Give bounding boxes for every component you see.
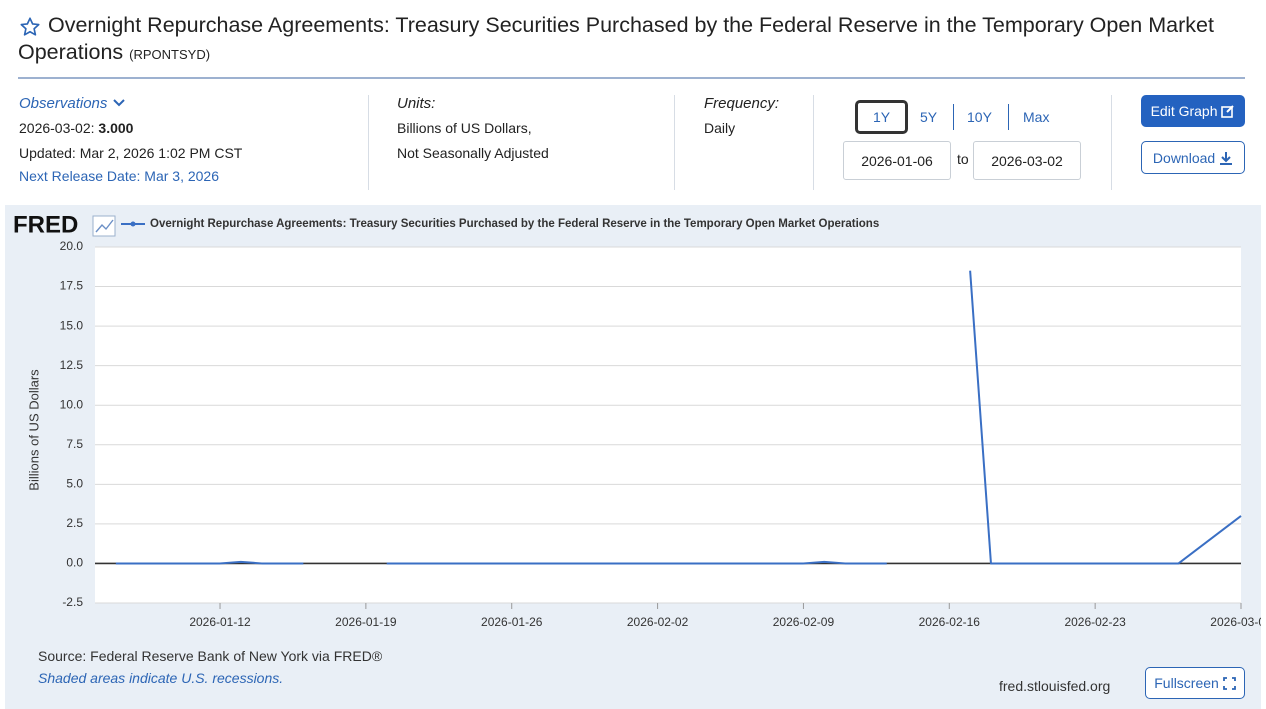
units-line: Not Seasonally Adjusted <box>397 145 549 161</box>
range-button[interactable]: Max <box>1023 109 1050 125</box>
legend-label: Overnight Repurchase Agreements: Treasur… <box>150 218 879 230</box>
chart: FRED Billions of US Dollars -2.5 0.0 2.5 5.… <box>5 205 1261 709</box>
observations-toggle[interactable]: Observations <box>19 95 126 112</box>
favorite-star[interactable] <box>19 16 41 38</box>
edit-graph-label: Edit Graph <box>1150 103 1218 119</box>
y-tick-label: 0.0 <box>66 556 83 570</box>
fullscreen-label: Fullscreen <box>1154 675 1219 691</box>
range-separator <box>1008 104 1009 130</box>
series-line <box>115 270 1242 565</box>
chevron <box>112 99 125 107</box>
series-title: Overnight Repurchase Agreements: Treasur… <box>18 13 1214 64</box>
x-tick-label: 2026-02-23 <box>1064 615 1126 629</box>
y-tick-label: 7.5 <box>66 437 83 451</box>
y-tick-label: 15.0 <box>60 318 84 332</box>
observation: 2026-03-02: 3.000 <box>19 120 133 136</box>
x-tick-label: 2026-01-12 <box>189 615 251 629</box>
fullscreen-button[interactable]: Fullscreen <box>1145 667 1245 699</box>
separator <box>1111 95 1112 190</box>
x-tick-label: 2026-02-16 <box>919 615 981 629</box>
next-release[interactable]: Next Release Date: Mar 3, 2026 <box>19 168 219 184</box>
range-button[interactable]: 1Y <box>855 100 908 134</box>
legend-marker <box>130 221 136 227</box>
download-icon <box>1220 151 1233 165</box>
separator <box>813 95 814 190</box>
frequency: Daily <box>704 120 736 136</box>
units-label: Units: <box>397 95 436 112</box>
end-date: 2026-03-02 <box>991 152 1063 169</box>
start-date: 2026-01-06 <box>861 152 933 169</box>
y-tick-label: 20.0 <box>60 239 84 253</box>
to-label: to <box>957 151 969 167</box>
edit-icon <box>1221 105 1235 118</box>
download-label: Download <box>1152 149 1216 166</box>
x-tick-label: 2026-03-02 <box>1210 615 1261 629</box>
x-tick-label: 2026-01-19 <box>335 615 397 629</box>
series-id: (RPONTSYD) <box>129 47 211 62</box>
x-tick-label: 2026-02-09 <box>773 615 835 629</box>
edit-graph-button[interactable]: Edit Graph <box>1141 95 1245 127</box>
y-tick-label: -2.5 <box>62 595 83 609</box>
y-tick-label: 2.5 <box>66 516 83 530</box>
header-rule <box>18 77 1245 79</box>
end-date-input[interactable]: 2026-03-02 <box>973 141 1081 180</box>
separator <box>674 95 675 190</box>
observation-value: 3.000 <box>98 120 134 136</box>
fullscreen-icon <box>1222 676 1236 690</box>
updated: Updated: Mar 2, 2026 1:02 PM CST <box>19 145 243 161</box>
range-label: 1Y <box>872 109 891 125</box>
y-tick-label: 12.5 <box>60 358 84 372</box>
recessions-note: Shaded areas indicate U.S. recessions. <box>38 670 284 686</box>
x-tick-label: 2026-02-02 <box>627 615 689 629</box>
range-button[interactable]: 10Y <box>967 109 992 125</box>
range-separator <box>953 104 954 130</box>
site: fred.stlouisfed.org <box>999 678 1111 694</box>
source: Source: Federal Reserve Bank of New York… <box>38 648 383 664</box>
y-axis-label: Billions of US Dollars <box>26 369 41 491</box>
plot-area <box>95 247 1241 603</box>
separator <box>368 95 369 190</box>
units-line: Billions of US Dollars, <box>397 120 532 136</box>
y-tick-label: 10.0 <box>60 397 84 411</box>
range-button[interactable]: 5Y <box>920 109 938 125</box>
y-tick-label: 17.5 <box>60 279 84 293</box>
fred-logo: FRED <box>13 211 78 238</box>
x-tick-label: 2026-01-26 <box>481 615 543 629</box>
y-tick-label: 5.0 <box>66 477 83 491</box>
download-button[interactable]: Download <box>1141 141 1245 174</box>
title: Overnight Repurchase Agreements: Treasur… <box>18 12 1218 68</box>
observation-date: 2026-03-02: <box>19 120 95 136</box>
logo-icon <box>92 215 116 237</box>
frequency-label: Frequency: <box>704 95 780 112</box>
observations-label: Observations <box>19 95 108 112</box>
start-date-input[interactable]: 2026-01-06 <box>843 141 951 180</box>
